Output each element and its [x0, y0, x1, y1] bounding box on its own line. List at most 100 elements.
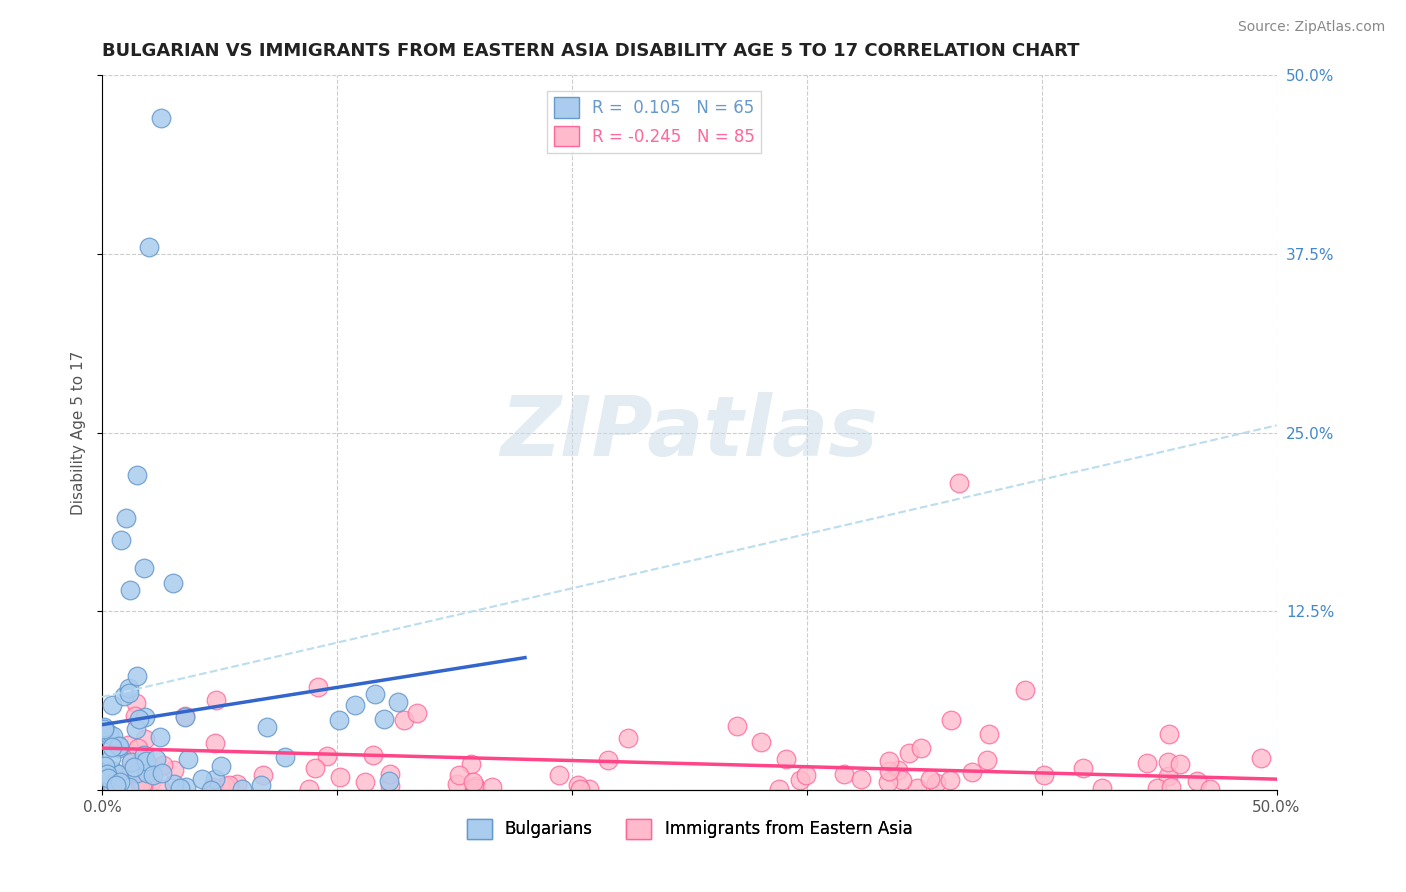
Point	[1157, 756, 1180, 770]
Legend: Bulgarians, Immigrants from Eastern Asia: Bulgarians, Immigrants from Eastern Asia	[460, 812, 920, 846]
Point	[725, 719, 748, 733]
Point	[134, 710, 156, 724]
Point	[256, 720, 278, 734]
Point	[177, 752, 200, 766]
Point	[135, 754, 157, 768]
Point	[1250, 750, 1272, 764]
Point	[107, 767, 129, 781]
Point	[134, 747, 156, 762]
Point	[101, 739, 124, 754]
Point	[1014, 682, 1036, 697]
Point	[354, 774, 377, 789]
Point	[127, 468, 149, 483]
Point	[1073, 761, 1095, 775]
Point	[361, 747, 384, 762]
Point	[749, 735, 772, 749]
Point	[173, 708, 195, 723]
Point	[877, 754, 900, 768]
Point	[231, 781, 253, 796]
Point	[1160, 780, 1182, 795]
Text: Source: ZipAtlas.com: Source: ZipAtlas.com	[1237, 20, 1385, 34]
Point	[464, 779, 486, 793]
Point	[910, 740, 932, 755]
Point	[1136, 756, 1159, 770]
Point	[218, 778, 240, 792]
Point	[578, 781, 600, 796]
Point	[1185, 773, 1208, 788]
Point	[100, 698, 122, 712]
Point	[125, 722, 148, 736]
Point	[205, 693, 228, 707]
Text: BULGARIAN VS IMMIGRANTS FROM EASTERN ASIA DISABILITY AGE 5 TO 17 CORRELATION CHA: BULGARIAN VS IMMIGRANTS FROM EASTERN ASI…	[103, 42, 1080, 60]
Point	[121, 754, 143, 768]
Point	[108, 741, 131, 756]
Point	[163, 777, 186, 791]
Point	[447, 768, 470, 782]
Point	[249, 778, 271, 792]
Point	[127, 765, 149, 780]
Point	[976, 753, 998, 767]
Point	[149, 111, 172, 125]
Point	[1091, 780, 1114, 795]
Point	[124, 760, 146, 774]
Point	[100, 778, 122, 792]
Point	[925, 776, 948, 790]
Point	[567, 778, 589, 792]
Point	[274, 749, 297, 764]
Point	[200, 782, 222, 797]
Point	[979, 727, 1001, 741]
Point	[204, 736, 226, 750]
Point	[789, 772, 811, 787]
Point	[775, 752, 797, 766]
Point	[387, 695, 409, 709]
Point	[105, 778, 128, 792]
Point	[112, 690, 135, 704]
Point	[948, 475, 970, 490]
Point	[124, 708, 146, 723]
Point	[98, 727, 121, 741]
Point	[297, 782, 319, 797]
Point	[145, 752, 167, 766]
Point	[209, 759, 232, 773]
Point	[304, 761, 326, 775]
Point	[373, 712, 395, 726]
Point	[118, 780, 141, 794]
Point	[135, 766, 157, 780]
Point	[598, 753, 620, 767]
Point	[877, 764, 900, 778]
Point	[378, 774, 401, 789]
Point	[120, 582, 142, 597]
Point	[905, 781, 928, 796]
Point	[1032, 768, 1054, 782]
Point	[252, 768, 274, 782]
Point	[307, 680, 329, 694]
Point	[547, 768, 569, 782]
Point	[114, 511, 136, 525]
Point	[118, 686, 141, 700]
Point	[380, 779, 402, 793]
Point	[897, 746, 920, 760]
Point	[129, 778, 152, 792]
Point	[149, 730, 172, 744]
Point	[939, 773, 962, 788]
Point	[214, 779, 236, 793]
Point	[105, 770, 128, 784]
Point	[150, 781, 173, 796]
Point	[101, 729, 124, 743]
Point	[315, 749, 337, 764]
Point	[939, 713, 962, 727]
Point	[768, 782, 790, 797]
Point	[138, 240, 160, 254]
Point	[364, 687, 387, 701]
Point	[617, 731, 640, 745]
Point	[328, 713, 350, 727]
Point	[105, 780, 128, 794]
Point	[1146, 781, 1168, 796]
Point	[100, 751, 122, 765]
Point	[134, 561, 156, 575]
Point	[93, 720, 115, 734]
Point	[120, 756, 142, 770]
Point	[96, 782, 118, 797]
Point	[832, 767, 855, 781]
Point	[124, 697, 146, 711]
